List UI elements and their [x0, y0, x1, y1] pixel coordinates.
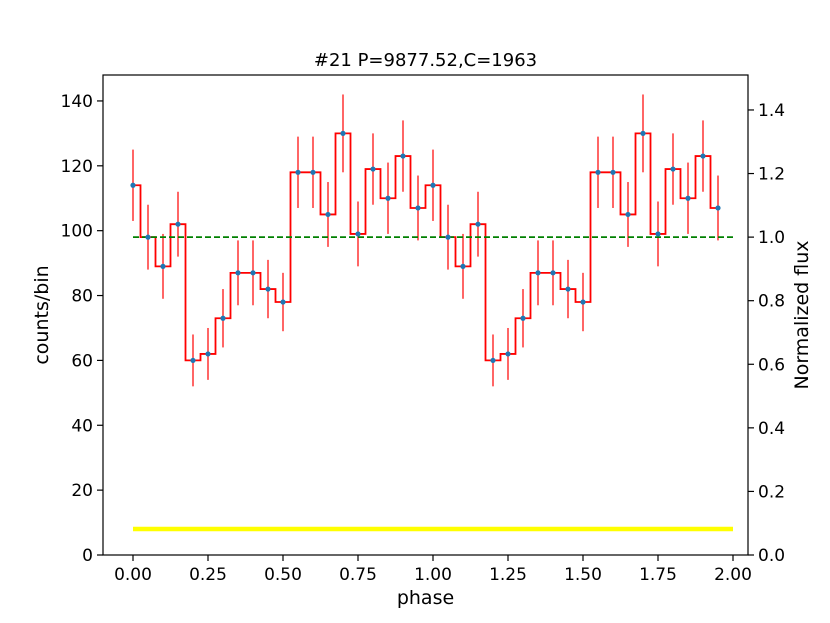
data-point — [175, 221, 181, 227]
x-tick-label: 2.00 — [714, 565, 752, 585]
x-tick-label: 1.50 — [564, 565, 602, 585]
y2-axis-label: Normalized flux — [791, 240, 813, 389]
data-point — [265, 286, 271, 292]
y-tick-label: 40 — [71, 416, 93, 436]
data-point — [715, 205, 721, 211]
data-point — [325, 211, 331, 218]
data-point — [370, 166, 376, 172]
data-point — [400, 153, 406, 159]
y2-axis: 0.0 0.2 0.4 0.6 0.8 1.0 1.2 1.4 — [748, 101, 785, 566]
data-point — [625, 211, 631, 218]
data-point — [475, 221, 481, 227]
data-point — [190, 357, 196, 364]
data-point — [385, 195, 391, 201]
data-point — [490, 357, 496, 364]
data-point — [565, 286, 571, 292]
data-point — [220, 315, 226, 321]
data-point — [430, 182, 436, 188]
data-point — [505, 351, 511, 357]
data-point — [340, 130, 346, 136]
x-tick-label: 0.75 — [339, 565, 377, 585]
data-point — [670, 166, 676, 172]
plot-frame — [102, 74, 749, 556]
y-tick-label: 60 — [71, 351, 93, 371]
x-tick-label: 1.25 — [489, 565, 527, 585]
data-point — [550, 270, 556, 276]
y2-tick-label: 0.0 — [758, 546, 785, 566]
data-point — [655, 231, 661, 237]
plot-area — [130, 94, 733, 532]
data-point — [130, 182, 136, 188]
y-tick-label: 80 — [71, 287, 93, 307]
y2-tick-label: 1.4 — [758, 101, 785, 121]
x-axis-label: phase — [397, 587, 454, 609]
data-point — [445, 234, 451, 240]
data-point — [355, 231, 361, 237]
data-point — [145, 234, 151, 240]
data-point — [295, 169, 301, 175]
data-point — [640, 130, 646, 136]
x-tick-label: 1.75 — [639, 565, 677, 585]
data-point — [685, 195, 691, 201]
y-tick-label: 0 — [82, 546, 93, 566]
y-axis-label: counts/bin — [31, 265, 53, 364]
data-point — [160, 263, 166, 269]
data-point — [580, 299, 586, 305]
x-tick-label: 0.50 — [264, 565, 302, 585]
y-tick-label: 100 — [61, 222, 93, 242]
y2-tick-label: 0.2 — [758, 482, 785, 502]
data-point — [700, 153, 706, 159]
y2-tick-label: 1.2 — [758, 165, 785, 185]
data-point — [205, 351, 211, 357]
data-point — [595, 169, 601, 175]
data-point — [280, 299, 286, 305]
y-axis: 0 20 40 60 80 100 120 140 — [61, 92, 103, 566]
x-tick-label: 0.25 — [189, 565, 227, 585]
y-tick-label: 120 — [61, 157, 93, 177]
y2-tick-label: 0.8 — [758, 292, 785, 312]
y2-tick-label: 0.6 — [758, 355, 785, 375]
x-tick-label: 0.00 — [114, 565, 152, 585]
data-point — [250, 270, 256, 276]
y2-tick-label: 1.0 — [758, 228, 785, 248]
data-point — [535, 270, 541, 276]
data-point — [520, 315, 526, 321]
data-point — [310, 169, 316, 175]
x-tick-label: 1.00 — [414, 565, 452, 585]
data-point — [460, 263, 466, 269]
chart-title: #21 P=9877.52,C=1963 — [314, 50, 537, 71]
x-axis: 0.00 0.25 0.50 0.75 1.00 1.25 1.50 1.75 2.00 — [114, 555, 752, 585]
data-point — [415, 205, 421, 211]
data-point — [610, 169, 616, 175]
y-tick-label: 20 — [71, 481, 93, 501]
data-point — [235, 270, 241, 276]
y2-tick-label: 0.4 — [758, 419, 785, 439]
y-tick-label: 140 — [61, 92, 93, 112]
step-line — [133, 132, 718, 362]
